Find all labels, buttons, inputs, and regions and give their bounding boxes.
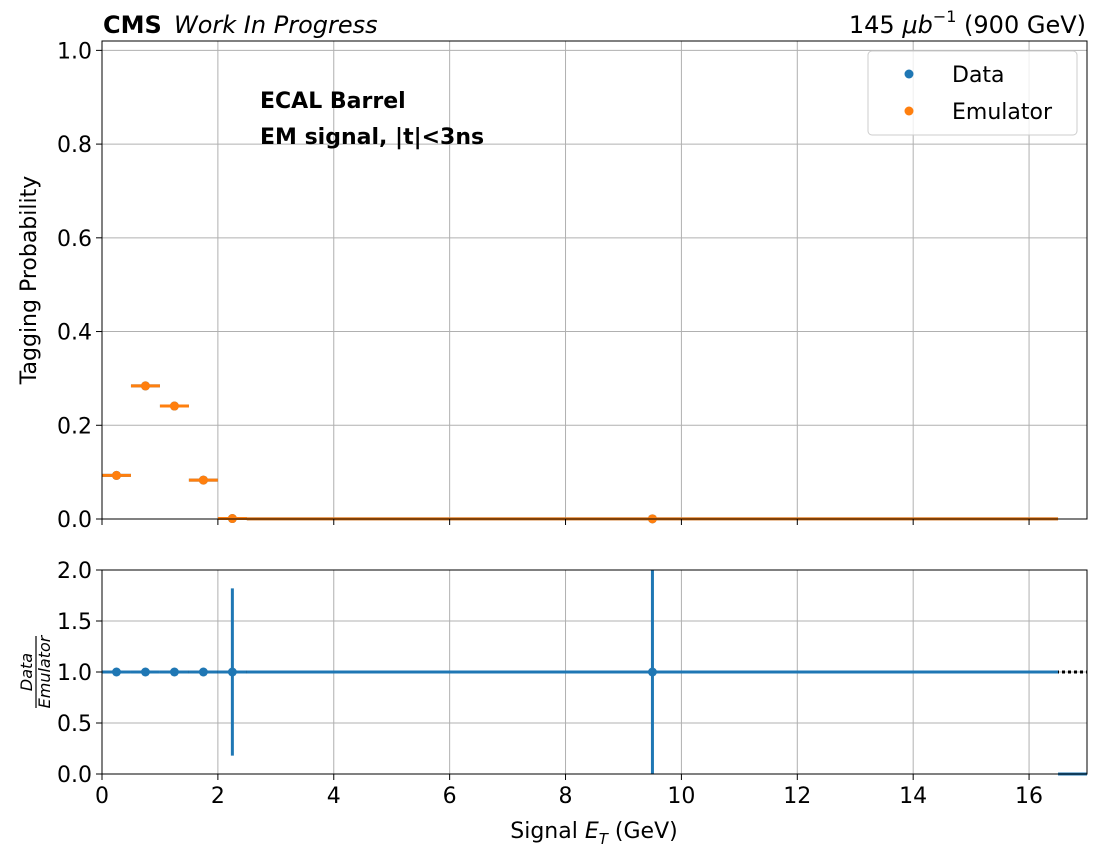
x-tick-label: 8: [559, 784, 573, 809]
ratio-y-tick-label: 1.5: [57, 610, 92, 635]
x-tick-label: 10: [667, 784, 695, 809]
x-tick-label: 2: [211, 784, 225, 809]
main-y-tick-label: 0.0: [57, 508, 92, 533]
ratio-y-tick-label: 0.0: [57, 763, 92, 788]
annotation-detector: ECAL Barrel: [260, 89, 406, 114]
main-y-tick-label: 0.8: [57, 133, 92, 158]
main-y-axis-label: Tagging Probability: [17, 176, 42, 386]
ratio-plot-panel: 0.0 0.5 1.0 1.5 2.0 0 2 4 6 8 10 12 14 16 Data Emula…: [17, 559, 1088, 848]
annotation-selection: EM signal, |t|<3ns: [260, 125, 484, 150]
ratio-point: [111, 667, 121, 677]
main-plot-panel: 0.0 0.2 0.4 0.6 0.8 1.0 Tagging Probability E…: [17, 39, 1088, 533]
legend-marker-emulator: [904, 106, 914, 116]
main-y-tick-label: 0.4: [57, 321, 92, 346]
ratio-y-tick-label: 2.0: [57, 559, 92, 584]
main-y-ticks: 0.0 0.2 0.4 0.6 0.8 1.0: [57, 39, 1030, 533]
status-label: Work In Progress: [174, 11, 378, 39]
x-tick-label: 12: [783, 784, 811, 809]
x-axis-label: Signal ET (GeV): [510, 819, 677, 848]
emulator-point: [169, 401, 179, 411]
ratio-point: [169, 667, 179, 677]
x-tick-label: 6: [443, 784, 457, 809]
emulator-point: [198, 475, 208, 485]
ratio-y-axis-label: Data Emulator: [17, 634, 54, 708]
ratio-plot-frame: [101, 569, 1088, 775]
ratio-y-ticks: 0.0 0.5 1.0 1.5 2.0: [57, 559, 102, 788]
x-tick-label: 16: [1015, 784, 1043, 809]
ratio-y-label-denominator: Emulator: [35, 634, 54, 708]
experiment-label: CMS: [103, 11, 162, 39]
ratio-y-tick-label: 0.5: [57, 712, 92, 737]
ratio-point: [647, 667, 657, 677]
x-axis-ticks: 0 2 4 6 8 10 12 14 16: [95, 774, 1043, 809]
main-plot-frame: [101, 40, 1088, 520]
main-y-tick-label: 0.2: [57, 414, 92, 439]
x-tick-label: 0: [95, 784, 109, 809]
legend-label-data: Data: [952, 63, 1005, 88]
ratio-y-tick-label: 1.0: [57, 661, 92, 686]
emulator-point: [111, 470, 121, 480]
main-y-tick-label: 1.0: [57, 39, 92, 64]
ratio-data-marks: [102, 570, 1087, 776]
luminosity-label: 145 μb−1 (900 GeV): [849, 7, 1086, 39]
ratio-point: [198, 667, 208, 677]
legend-box: [867, 50, 1078, 136]
main-y-tick-label: 0.6: [57, 227, 92, 252]
legend: Data Emulator: [867, 50, 1078, 136]
ratio-y-label-numerator: Data: [17, 653, 36, 691]
ratio-point: [227, 667, 237, 677]
main-data-marks: [102, 381, 1059, 524]
x-tick-label: 14: [899, 784, 927, 809]
emulator-point: [140, 381, 150, 391]
legend-label-emulator: Emulator: [952, 100, 1053, 125]
ratio-point: [140, 667, 150, 677]
legend-marker-data: [904, 69, 914, 79]
x-tick-label: 4: [327, 784, 341, 809]
